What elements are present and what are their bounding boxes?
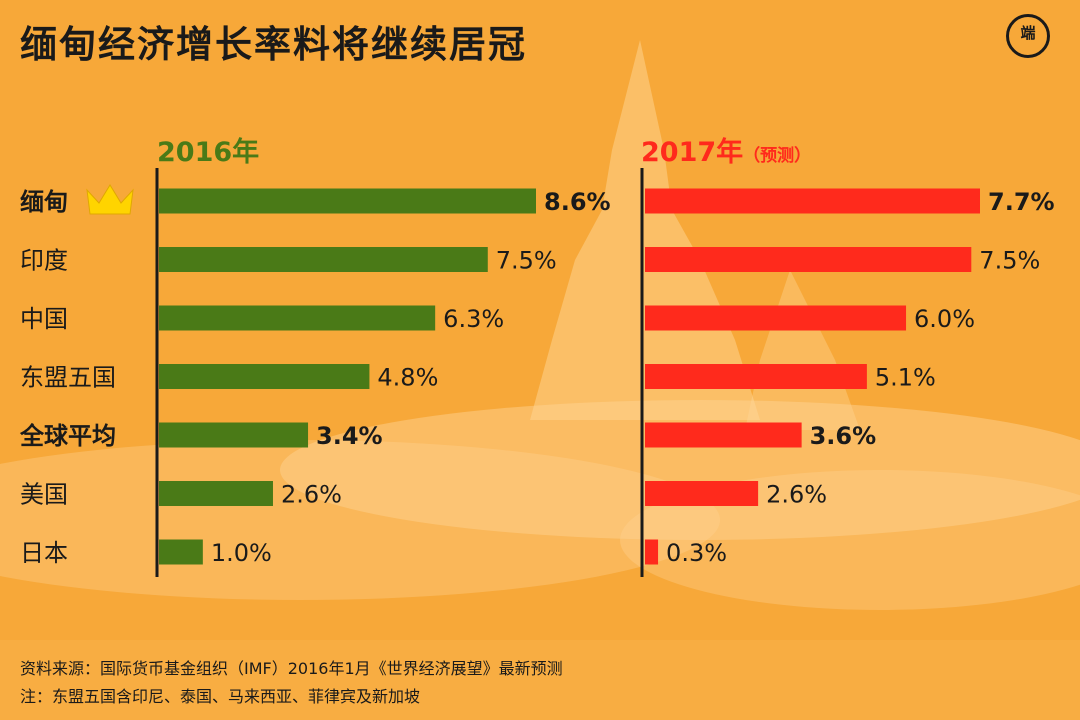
legend-2017-note: （预测） [743, 146, 812, 166]
bar-2016 [159, 481, 273, 506]
logo-text: 端 [1020, 24, 1036, 42]
value-label-2016: 1.0% [211, 539, 272, 567]
legend-2016-label: 2016年 [157, 137, 260, 168]
value-label-2017: 3.6% [810, 422, 877, 450]
value-label-2017: 6.0% [914, 305, 975, 333]
bar-2016 [159, 422, 309, 448]
value-label-2016: 6.3% [443, 305, 504, 333]
bar-2016 [159, 539, 203, 565]
crown-icon [86, 184, 134, 215]
bar-2016 [159, 247, 488, 272]
value-label-2017: 7.7% [988, 188, 1055, 216]
value-label-2017: 0.3% [666, 539, 727, 567]
category-label: 东盟五国 [20, 364, 116, 392]
bar-2017 [645, 247, 972, 272]
source-note: 资料来源：国际货币基金组织（IMF）2016年1月《世界经济展望》最新预测 [20, 659, 563, 678]
value-label-2017: 2.6% [766, 481, 827, 509]
bar-2016 [159, 305, 436, 331]
category-label: 印度 [20, 247, 68, 275]
legend-2017-label: 2017年 [641, 137, 744, 168]
category-label: 全球平均 [19, 422, 116, 450]
value-label-2016: 3.4% [316, 422, 383, 450]
bar-2017 [645, 539, 659, 565]
background-decoration [0, 40, 1080, 720]
value-label-2016: 8.6% [544, 188, 611, 216]
value-label-2016: 4.8% [377, 364, 438, 392]
bar-2017 [645, 481, 759, 506]
legend-2017: 2017年（预测） [641, 130, 811, 169]
value-label-2016: 2.6% [281, 481, 342, 509]
bar-2017 [645, 422, 802, 448]
category-label: 中国 [20, 305, 68, 333]
bar-2017 [645, 188, 980, 214]
chart-title: 缅甸经济增长率料将继续居冠 [20, 23, 527, 66]
value-label-2017: 5.1% [875, 364, 936, 392]
legend-2016: 2016年 [157, 130, 259, 169]
category-label: 缅甸 [20, 188, 68, 216]
bar-2016 [159, 188, 536, 214]
category-label: 美国 [20, 481, 68, 509]
bar-2016 [159, 364, 370, 389]
bar-2017 [645, 364, 867, 389]
logo-icon: 端 [1006, 14, 1050, 58]
bar-2017 [645, 305, 907, 331]
footnote: 注：东盟五国含印尼、泰国、马来西亚、菲律宾及新加坡 [20, 687, 421, 706]
value-label-2017: 7.5% [979, 247, 1040, 275]
value-label-2016: 7.5% [496, 247, 557, 275]
category-label: 日本 [20, 539, 68, 567]
